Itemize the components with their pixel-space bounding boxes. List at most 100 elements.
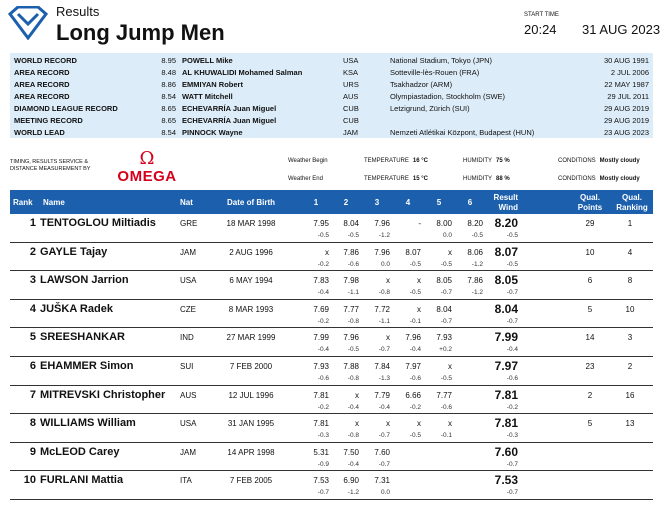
rank: 2 xyxy=(29,245,36,258)
table-row: 1 TENTOGLOU Miltiadis GRE 18 MAR 1998 7.95 -0… xyxy=(10,214,653,243)
attempt-wind-4: -0.2 xyxy=(409,403,421,411)
nationality: AUS xyxy=(180,390,197,400)
weather-value: 15 °C xyxy=(412,176,428,182)
attempt-4: x xyxy=(417,276,421,286)
qual-points: 23 xyxy=(585,362,595,371)
attempt-wind-3: 0.0 xyxy=(380,260,390,268)
weather-value: 16 °C xyxy=(412,158,428,164)
attempt-wind-2: -0.5 xyxy=(347,346,359,354)
table-row: 5 SREESHANKAR IND 27 MAR 1999 7.99 -0.4 7.96 -0… xyxy=(10,328,653,357)
start-time: 20:24 xyxy=(524,22,557,37)
date-of-birth: 2 AUG 1996 xyxy=(229,247,273,257)
record-row: DIAMOND LEAGUE RECORD 8.65 ECHEVARRÍA Juan… xyxy=(10,102,653,114)
result: 8.07 xyxy=(494,244,518,259)
record-holder: AL KHUWALIDI Mohamed Salman xyxy=(182,68,303,77)
record-nat: KSA xyxy=(343,68,359,77)
attempt-wind-4: -0.4 xyxy=(409,346,421,354)
qual-points: 2 xyxy=(587,390,593,400)
attempt-wind-5: -0.7 xyxy=(440,317,452,325)
col-qual-ranking-2: Ranking xyxy=(616,203,648,212)
record-row: AREA RECORD 8.86 EMMIYAN Robert URS Tsakhadz… xyxy=(10,78,653,90)
weather-label: Weather Begin xyxy=(288,158,328,164)
athlete-name: TENTOGLOU Miltiadis xyxy=(40,217,156,229)
records-table: WORLD RECORD 8.95 POWELL Mike USA National S… xyxy=(10,53,653,138)
result-wind: -0.5 xyxy=(506,232,518,239)
result: 7.81 xyxy=(494,416,518,431)
record-place: Sotteville-lès-Rouen (FRA) xyxy=(390,68,480,77)
attempt-1: 7.99 xyxy=(313,333,329,343)
attempt-4: x xyxy=(417,304,421,314)
attempt-wind-1: -0.6 xyxy=(317,375,329,382)
attempt-2: 7.96 xyxy=(343,333,359,343)
qual-points: 10 xyxy=(585,247,595,257)
attempt-wind-2: -0.8 xyxy=(347,432,359,440)
qual-ranking: 8 xyxy=(627,276,633,286)
attempt-1: 7.81 xyxy=(313,419,329,429)
qual-points: 14 xyxy=(585,333,595,343)
attempt-2: 7.88 xyxy=(343,362,359,371)
record-date: 29 AUG 2019 xyxy=(603,104,649,113)
qual-ranking: 4 xyxy=(627,247,633,257)
record-date: 30 AUG 1991 xyxy=(603,56,649,65)
weather-label: HUMIDITY xyxy=(463,176,492,182)
record-nat: CUB xyxy=(343,104,359,113)
date-of-birth: 14 APR 1998 xyxy=(227,447,275,457)
attempt-5: x xyxy=(448,362,452,371)
col-name: Name xyxy=(43,198,65,207)
col-dob: Date of Birth xyxy=(227,198,275,207)
rank: 5 xyxy=(29,331,36,344)
record-value: 8.54 xyxy=(161,92,176,101)
qual-points: 6 xyxy=(587,276,593,286)
result-wind: -0.5 xyxy=(506,260,518,268)
qual-ranking: 16 xyxy=(625,390,635,400)
attempt-3: x xyxy=(386,276,390,286)
date-of-birth: 7 FEB 2000 xyxy=(229,362,273,371)
attempt-wind-4: -0.5 xyxy=(409,432,421,440)
diamond-league-logo xyxy=(8,6,48,40)
page-title: Long Jump Men xyxy=(56,20,225,45)
record-nat: USA xyxy=(343,56,359,65)
attempt-1: 5.31 xyxy=(313,447,329,457)
col-qual-points-2: Points xyxy=(577,203,603,212)
sponsor-line: DISTANCE MEASUREMENT BY xyxy=(10,166,91,172)
start-time-label: START TIME xyxy=(524,12,559,18)
results-table-header: Rank Name Nat Date of Birth 1 2 3 4 5 6 … xyxy=(10,190,653,214)
attempt-5: x xyxy=(448,247,452,257)
attempt-4: - xyxy=(418,219,421,228)
attempt-3: x xyxy=(386,333,390,343)
attempt-1: 7.83 xyxy=(313,276,329,286)
weather-value: 75 % xyxy=(496,158,510,164)
record-value: 8.54 xyxy=(161,128,176,137)
col-wind: Wind xyxy=(498,203,518,212)
attempt-wind-1: -0.2 xyxy=(317,317,329,325)
attempt-wind-3: -0.7 xyxy=(378,346,390,354)
record-value: 8.65 xyxy=(161,104,176,113)
record-type: WORLD RECORD xyxy=(14,56,77,65)
nationality: USA xyxy=(180,276,197,286)
record-row: AREA RECORD 8.54 WATT Mitchell AUS Olympiast… xyxy=(10,90,653,102)
athlete-name: JUŠKA Radek xyxy=(40,302,113,315)
record-place: Olympiastadion, Stockholm (SWE) xyxy=(390,92,506,101)
attempt-wind-3: -0.4 xyxy=(378,403,390,411)
result-wind: -0.7 xyxy=(506,460,518,468)
attempt-wind-1: -0.4 xyxy=(317,346,329,354)
weather-end-cond: CONDITIONS Mostly cloudy xyxy=(558,175,640,183)
record-type: DIAMOND LEAGUE RECORD xyxy=(14,104,118,113)
attempt-5: 8.04 xyxy=(436,304,452,314)
athlete-name: GAYLE Tajay xyxy=(40,245,108,258)
athlete-name: MITREVSKI Christopher xyxy=(40,388,166,401)
record-place: Letzigrund, Zürich (SUI) xyxy=(390,104,470,113)
attempt-1: 7.53 xyxy=(313,476,329,486)
rank: 6 xyxy=(29,360,36,372)
attempt-1: 7.93 xyxy=(313,362,329,371)
attempt-5: 8.00 xyxy=(436,219,452,228)
result: 8.04 xyxy=(494,301,518,316)
result-wind: -0.7 xyxy=(506,289,518,297)
record-row: WORLD LEAD 8.54 PINNOCK Wayne JAM Nemzeti At… xyxy=(10,126,653,138)
result-wind: -0.3 xyxy=(506,432,518,440)
event-date: 31 AUG 2023 xyxy=(582,22,661,37)
attempt-wind-1: -0.2 xyxy=(317,403,329,411)
table-row: 6 EHAMMER Simon SUI 7 FEB 2000 7.93 -0.6 7.88 -… xyxy=(10,357,653,386)
qual-points: 29 xyxy=(585,219,595,228)
attempt-3: 7.96 xyxy=(374,219,390,228)
